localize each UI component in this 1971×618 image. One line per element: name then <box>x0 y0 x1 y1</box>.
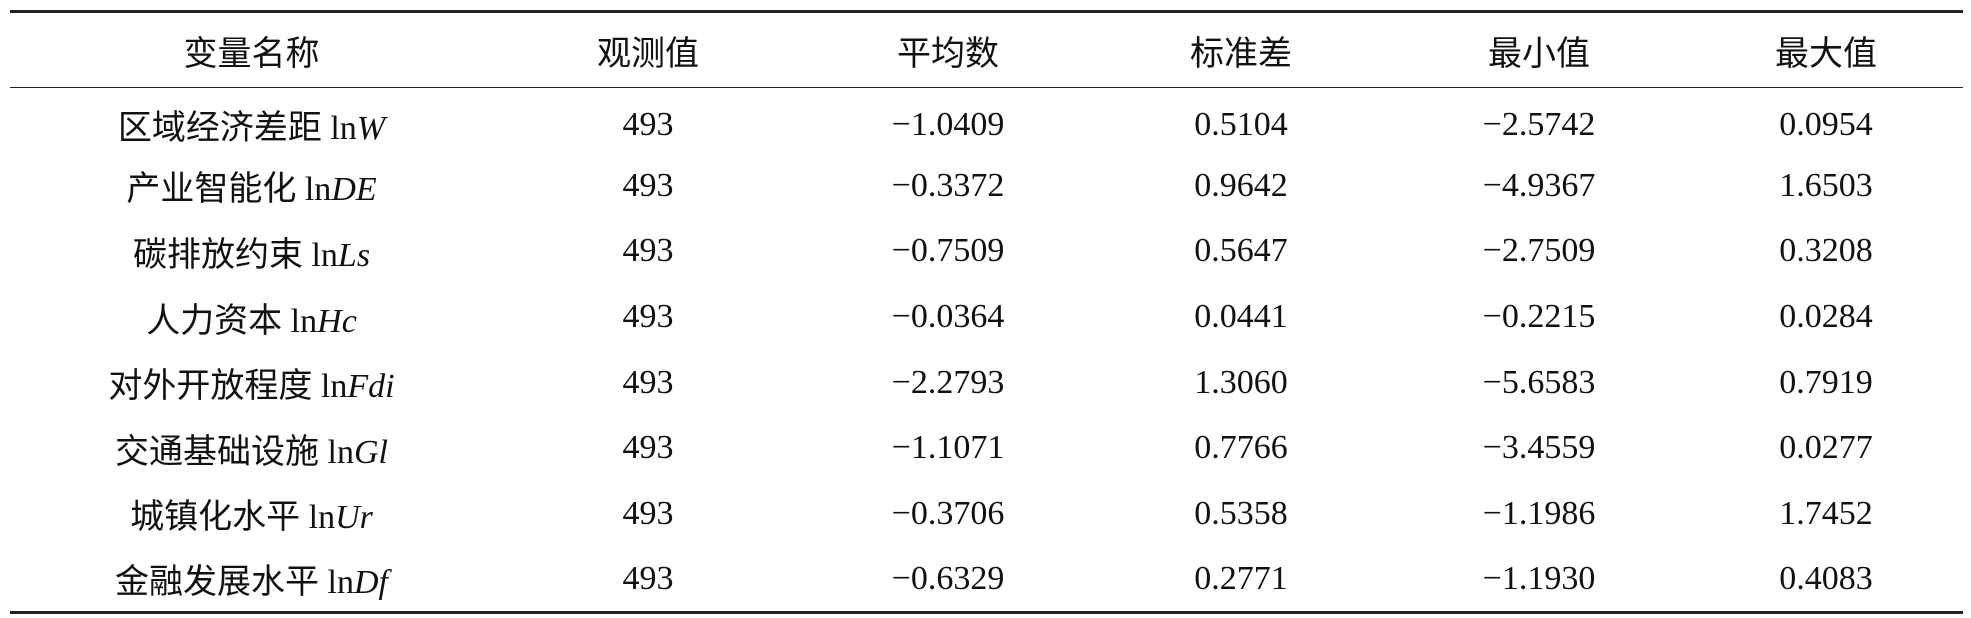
header-cell: 最小值 <box>1488 35 1590 73</box>
variable-symbol: Fdi <box>347 368 395 406</box>
table-row: 金融发展水平 lnDf 493 −0.6329 0.2771 −1.1930 0.4083 <box>10 547 1963 613</box>
value-cell: 493 <box>622 232 674 270</box>
table-row: 产业智能化 lnDE 493 −0.3372 0.9642 −4.9367 1.6503 <box>10 153 1963 219</box>
variable-cell: 城镇化水平 lnUr <box>10 481 493 547</box>
value-cell: −0.6329 <box>891 559 1005 597</box>
value-cell: −3.4559 <box>1482 429 1596 467</box>
table-row: 对外开放程度 lnFdi 493 −2.2793 1.3060 −5.6583 0.791… <box>10 350 1963 416</box>
variable-cell: 金融发展水平 lnDf <box>10 547 493 613</box>
variable-symbol: Df <box>353 564 388 602</box>
variable-cell: 碳排放约束 lnLs <box>10 219 493 285</box>
header-cell: 变量名称 <box>183 35 320 73</box>
value-cell: −2.5742 <box>1482 105 1596 143</box>
variable-cell: 人力资本 lnHc <box>10 284 493 350</box>
value-cell: 0.7766 <box>1194 429 1288 467</box>
value-cell: 0.5358 <box>1194 494 1288 532</box>
header-row: 变量名称 观测值 平均数 标准差 最小值 最大值 <box>10 12 1963 88</box>
table-row: 碳排放约束 lnLs 493 −0.7509 0.5647 −2.7509 0.3208 <box>10 219 1963 285</box>
value-cell: 493 <box>622 494 674 532</box>
value-cell: 0.4083 <box>1779 559 1873 597</box>
variable-symbol: Ls <box>337 236 371 274</box>
value-cell: −1.1071 <box>891 429 1005 467</box>
header-cell: 最大值 <box>1775 35 1877 73</box>
variable-cell: 交通基础设施 lnGl <box>10 415 493 481</box>
value-cell: 493 <box>622 105 674 143</box>
variable-symbol: Hc <box>317 302 357 340</box>
header-cell: 标准差 <box>1190 35 1292 73</box>
value-cell: 0.5647 <box>1194 232 1288 270</box>
value-cell: 493 <box>622 166 674 204</box>
value-cell: 493 <box>622 363 674 401</box>
value-cell: −5.6583 <box>1482 363 1596 401</box>
value-cell: −1.0409 <box>891 105 1005 143</box>
value-cell: −0.2215 <box>1482 298 1596 336</box>
table-row: 人力资本 lnHc 493 −0.0364 0.0441 −0.2215 0.0284 <box>10 284 1963 350</box>
variable-symbol: Ur <box>335 499 373 537</box>
value-cell: 0.0277 <box>1779 429 1873 467</box>
variable-name: 城镇化水平 ln <box>130 499 336 537</box>
value-cell: −1.1930 <box>1482 559 1596 597</box>
stats-table: 变量名称 观测值 平均数 标准差 最小值 最大值 区域经济差距 lnW 493 −1.0409… <box>10 10 1963 614</box>
value-cell: −0.3706 <box>891 494 1005 532</box>
value-cell: 1.6503 <box>1779 166 1873 204</box>
variable-name: 对外开放程度 ln <box>108 368 348 406</box>
value-cell: 0.2771 <box>1194 559 1288 597</box>
value-cell: 493 <box>622 559 674 597</box>
variable-name: 产业智能化 ln <box>126 171 332 209</box>
variable-name: 金融发展水平 ln <box>115 564 354 602</box>
table-row: 城镇化水平 lnUr 493 −0.3706 0.5358 −1.1986 1.7452 <box>10 481 1963 547</box>
table-header: 变量名称 观测值 平均数 标准差 最小值 最大值 <box>10 11 1963 88</box>
variable-cell: 产业智能化 lnDE <box>10 153 493 219</box>
value-cell: −2.2793 <box>891 363 1005 401</box>
value-cell: 493 <box>622 298 674 336</box>
value-cell: 0.3208 <box>1779 232 1873 270</box>
value-cell: 0.5104 <box>1194 105 1288 143</box>
variable-symbol: Gl <box>353 433 388 471</box>
value-cell: −0.3372 <box>891 166 1005 204</box>
value-cell: 0.0954 <box>1779 105 1873 143</box>
variable-name: 区域经济差距 ln <box>117 110 357 148</box>
table-row: 交通基础设施 lnGl 493 −1.1071 0.7766 −3.4559 0.0277 <box>10 415 1963 481</box>
value-cell: 0.0441 <box>1194 298 1288 336</box>
value-cell: −0.7509 <box>891 232 1005 270</box>
variable-symbol: W <box>356 110 386 148</box>
variable-cell: 区域经济差距 lnW <box>10 88 493 154</box>
value-cell: −4.9367 <box>1482 166 1596 204</box>
table-body: 区域经济差距 lnW 493 −1.0409 0.5104 −2.5742 0.0954 产… <box>10 88 1963 613</box>
header-cell: 观测值 <box>597 35 699 73</box>
variable-name: 人力资本 ln <box>146 302 318 340</box>
variable-cell: 对外开放程度 lnFdi <box>10 350 493 416</box>
value-cell: −2.7509 <box>1482 232 1596 270</box>
header-cell: 平均数 <box>897 35 999 73</box>
variable-symbol: DE <box>331 171 377 209</box>
value-cell: 1.7452 <box>1779 494 1873 532</box>
variable-name: 交通基础设施 ln <box>115 433 354 471</box>
table-row: 区域经济差距 lnW 493 −1.0409 0.5104 −2.5742 0.0954 <box>10 88 1963 154</box>
value-cell: 1.3060 <box>1194 363 1288 401</box>
value-cell: −1.1986 <box>1482 494 1596 532</box>
variable-name: 碳排放约束 ln <box>132 236 338 274</box>
value-cell: 0.9642 <box>1194 166 1288 204</box>
value-cell: 0.0284 <box>1779 298 1873 336</box>
value-cell: −0.0364 <box>891 298 1005 336</box>
value-cell: 0.7919 <box>1779 363 1873 401</box>
value-cell: 493 <box>622 429 674 467</box>
